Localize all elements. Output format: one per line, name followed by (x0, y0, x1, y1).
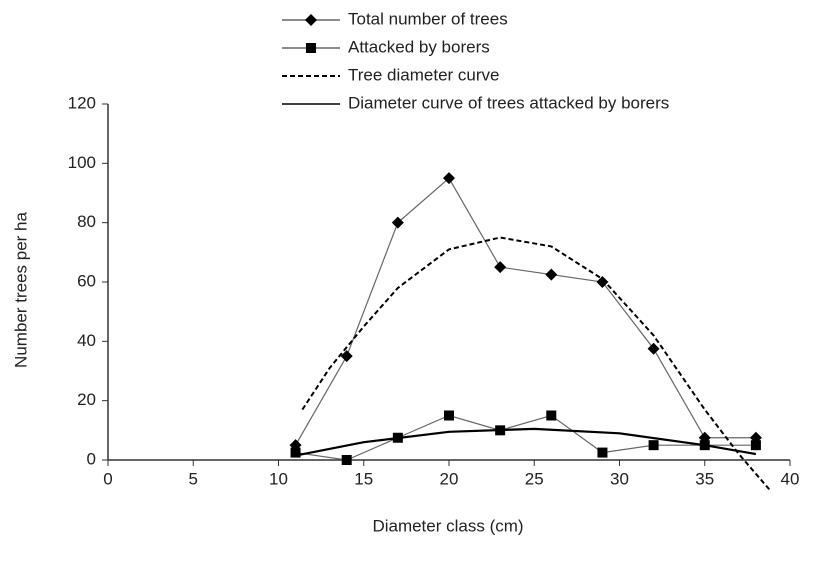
data-point (596, 276, 609, 288)
x-tick-label: 5 (189, 469, 198, 488)
x-tick-label: 0 (103, 469, 112, 488)
series-line (301, 236, 771, 491)
data-point (750, 440, 761, 451)
series-line (295, 177, 756, 446)
x-tick-label: 25 (525, 469, 544, 488)
data-point (443, 172, 455, 185)
legend-label: Total number of trees (348, 9, 508, 28)
data-point (597, 447, 608, 458)
y-tick-label: 0 (87, 449, 96, 468)
y-tick-label: 100 (68, 153, 96, 172)
x-tick-label: 35 (695, 469, 714, 488)
legend-label: Tree diameter curve (348, 65, 499, 84)
y-tick-label: 40 (77, 331, 96, 350)
y-tick-label: 20 (77, 390, 96, 409)
y-axis-label: Number trees per ha (11, 212, 30, 368)
series-line (295, 427, 757, 457)
y-tick-label: 60 (77, 271, 96, 290)
data-point (494, 261, 507, 274)
x-tick-label: 15 (354, 469, 373, 488)
data-point (340, 350, 353, 363)
y-tick-label: 80 (77, 212, 96, 231)
legend-label: Attacked by borers (348, 37, 490, 56)
data-point (647, 342, 660, 355)
legend-label: Diameter curve of trees attacked by bore… (348, 93, 669, 112)
x-tick-label: 10 (269, 469, 288, 488)
x-tick-label: 20 (440, 469, 459, 488)
legend-marker (305, 14, 317, 26)
x-tick-label: 30 (610, 469, 629, 488)
data-point (546, 410, 557, 421)
data-point (444, 410, 454, 421)
legend-marker (306, 43, 316, 53)
series-line (295, 414, 756, 461)
x-tick-label: 40 (781, 469, 800, 488)
data-point (341, 455, 352, 465)
data-point (545, 268, 558, 281)
data-point (648, 440, 659, 451)
data-point (391, 216, 404, 229)
data-point (290, 447, 301, 458)
y-tick-label: 120 (68, 93, 96, 112)
x-axis-label: Diameter class (cm) (372, 516, 523, 535)
